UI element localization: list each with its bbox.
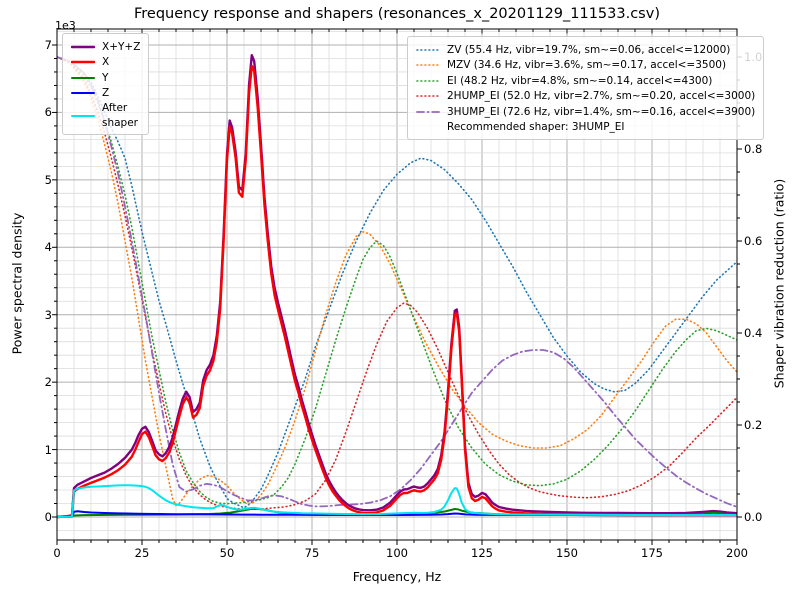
- x-tick-label: 175: [641, 546, 663, 560]
- y-left-tick-label: 0: [44, 510, 52, 524]
- legend-psd: X+Y+Z X Y Z After shaper: [62, 33, 150, 135]
- legend-line-swatch: [416, 79, 440, 82]
- y-left-tick-label: 4: [44, 240, 52, 255]
- x-tick-label: 75: [304, 546, 320, 560]
- y-left-offset-label: 1e3: [55, 19, 76, 32]
- y-left-tick-label: 1: [44, 442, 52, 457]
- legend-line-swatch: [71, 114, 95, 117]
- legend-entry-z: Z: [71, 86, 140, 102]
- x-tick-label: 200: [726, 546, 748, 560]
- x-tick-label: 100: [386, 546, 408, 560]
- y-left-tick-label: 6: [44, 105, 52, 120]
- legend-entry-zv-label: ZV (55.4 Hz, vibr=19.7%, sm~=0.06, accel…: [447, 43, 731, 56]
- x-tick-label: 125: [471, 546, 493, 560]
- series-x-y-z: [57, 54, 737, 519]
- legend-entry-ei: EI (48.2 Hz, vibr=4.8%, sm~=0.14, accel<…: [416, 73, 755, 89]
- y-left-tick-label: 5: [44, 172, 52, 187]
- y-right-tick-label: 0.2: [744, 418, 763, 432]
- legend-entry-recommended-shaper: Recommended shaper: 3HUMP_EI: [416, 120, 755, 136]
- x-tick-label: 150: [556, 546, 578, 560]
- y-axis-right-label: Shaper vibration reduction (ratio): [771, 178, 787, 389]
- legend-line-swatch: [71, 92, 95, 95]
- y-right-tick-label: 0.0: [744, 510, 763, 524]
- curves: [57, 54, 737, 519]
- axes-spines: [56, 28, 738, 541]
- series-mzv: [57, 56, 737, 507]
- legend-entry-2hump-ei: 2HUMP_EI (52.0 Hz, vibr=2.7%, sm~=0.20, …: [416, 89, 755, 105]
- legend-entry-x-y-z: X+Y+Z: [71, 39, 140, 55]
- legend-line-swatch: [416, 48, 440, 51]
- series-3hump-ei: [57, 56, 737, 508]
- legend-entry-mzv: MZV (34.6 Hz, vibr=3.6%, sm~=0.17, accel…: [416, 58, 755, 74]
- legend-entry-x: X: [71, 55, 140, 71]
- legend-entry-zv: ZV (55.4 Hz, vibr=19.7%, sm~=0.06, accel…: [416, 42, 755, 58]
- legend-line-swatch: [416, 95, 440, 98]
- legend-entry-recommended-shaper-label: Recommended shaper: 3HUMP_EI: [447, 121, 625, 133]
- chart-title: Frequency response and shapers (resonanc…: [134, 6, 660, 22]
- legend-entry-after-shaper-label: After shaper: [102, 102, 139, 129]
- legend-line-swatch: [71, 61, 95, 64]
- y-right-tick-label: 0.8: [744, 142, 763, 156]
- legend-entry-mzv-label: MZV (34.6 Hz, vibr=3.6%, sm~=0.17, accel…: [447, 59, 727, 71]
- legend-line-swatch: [416, 122, 440, 132]
- legend-line-swatch: [71, 45, 95, 48]
- legend-line-swatch: [416, 110, 440, 113]
- legend-entry-after-shaper: After shaper: [71, 101, 140, 130]
- y-left-tick-label: 3: [44, 307, 52, 322]
- legend-entry-z-label: Z: [102, 87, 110, 99]
- legend-entry-y: Y: [71, 70, 140, 86]
- y-right-tick-label: 0.4: [744, 326, 763, 340]
- legend-entry-y-label: Y: [102, 71, 109, 84]
- x-tick-label: 50: [219, 546, 235, 560]
- series-zv: [57, 56, 737, 509]
- series-x: [57, 64, 737, 519]
- y-left-tick-label: 2: [44, 375, 52, 390]
- legend-entry-x-y-z-label: X+Y+Z: [102, 40, 141, 53]
- legend-entry-x-label: X: [102, 56, 110, 68]
- legend-entry-2hump-ei-label: 2HUMP_EI (52.0 Hz, vibr=2.7%, sm~=0.20, …: [447, 90, 756, 102]
- y-left-tick-label: 7: [44, 37, 52, 52]
- legend-entry-ei-label: EI (48.2 Hz, vibr=4.8%, sm~=0.14, accel<…: [447, 74, 713, 87]
- x-tick-label: 0: [53, 546, 61, 560]
- series-2hump-ei: [57, 56, 737, 511]
- series-after-shaper: [57, 484, 737, 518]
- legend-shapers: ZV (55.4 Hz, vibr=19.7%, sm~=0.06, accel…: [407, 36, 765, 140]
- y-right-tick-label: 0.6: [744, 234, 763, 248]
- series-ei: [57, 56, 737, 505]
- legend-line-swatch: [416, 64, 440, 67]
- legend-line-swatch: [71, 76, 95, 79]
- x-axis-label: Frequency, Hz: [352, 569, 442, 584]
- legend-entry-3hump-ei: 3HUMP_EI (72.6 Hz, vibr=1.4%, sm~=0.16, …: [416, 104, 755, 120]
- x-tick-label: 25: [134, 546, 150, 560]
- legend-entry-3hump-ei-label: 3HUMP_EI (72.6 Hz, vibr=1.4%, sm~=0.16, …: [447, 105, 756, 118]
- grid-lines: [57, 29, 737, 540]
